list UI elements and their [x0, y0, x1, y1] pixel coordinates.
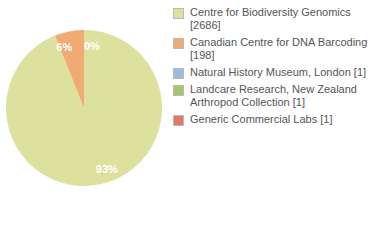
html-text:Landcare Research, New Zealand: Landcare Research, New Zealand Arthropod…	[190, 83, 357, 108]
html-text:Canadian Centre for DNA Barcod: Canadian Centre for DNA Barcoding [198]	[190, 36, 368, 61]
svg-text:93%: 93%	[96, 163, 118, 175]
html-text:Generic Commercial Labs [1]: Generic Commercial Labs [1]	[190, 113, 333, 125]
html-text:Natural History Museum, London: Natural History Museum, London [1]	[190, 66, 367, 78]
svg-text:0%: 0%	[84, 40, 100, 52]
html-text:Centre for Biodiversity Genomi: Centre for Biodiversity Genomics [2686]	[190, 6, 351, 31]
svg-text:6%: 6%	[56, 41, 72, 53]
